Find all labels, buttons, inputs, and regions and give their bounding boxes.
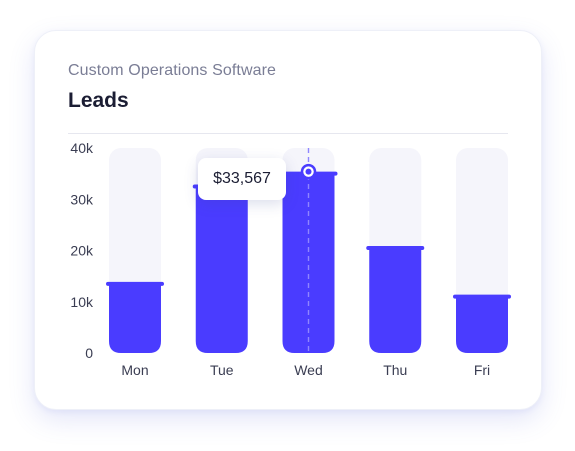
y-tick-label: 20k [70,243,94,259]
x-tick-label: Tue [210,362,234,378]
value-tooltip: $33,567 [198,158,286,200]
highlight-point-center [305,168,312,175]
card-title: Leads [68,89,129,112]
bar-cap [106,281,164,286]
y-tick-label: 10k [70,294,94,310]
card-subtitle: Custom Operations Software [68,62,277,79]
bar [456,296,508,353]
x-tick-label: Thu [383,362,407,378]
y-tick-label: 0 [85,345,93,361]
divider [68,133,508,134]
y-tick-label: 30k [70,191,94,207]
bar [369,247,422,353]
tooltip-value: $33,567 [213,170,271,187]
x-tick-label: Fri [474,362,490,378]
bar [109,283,161,353]
y-tick-label: 40k [70,140,94,156]
bar [195,186,248,353]
bar-cap [366,245,425,250]
bar [282,173,335,353]
bar-cap [453,294,511,299]
x-tick-label: Mon [121,362,148,378]
x-tick-label: Wed [294,362,323,378]
